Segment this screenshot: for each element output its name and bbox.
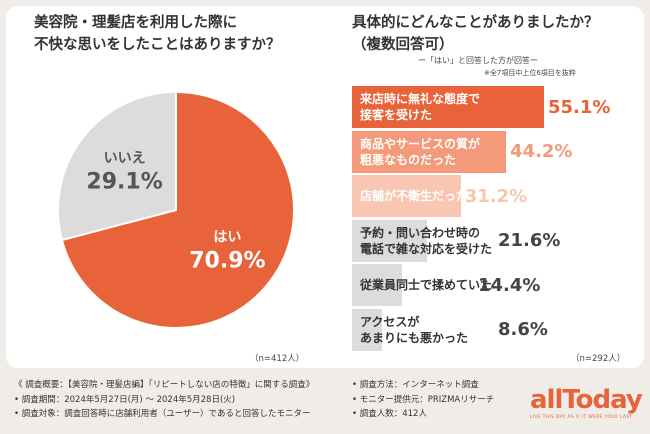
pie-sample-size: （n=412人） bbox=[250, 354, 305, 364]
survey-title: 《 調査概要：【美容院・理髪店編】「リピートしない店の特徴」に関する調査》 bbox=[14, 380, 315, 390]
pie-question-title: 美容院・理髪店を利用した際に 不快な思いをしたことはありますか？ bbox=[34, 12, 334, 56]
pie-slice-yes bbox=[60, 90, 295, 329]
bar-category-label: 予約・問い合わせ時の 電話で雑な対応を受けた bbox=[360, 225, 493, 256]
bar-row: 予約・問い合わせ時の 電話で雑な対応を受けた 21.6% bbox=[352, 219, 632, 262]
survey-method-info: • 調査方法：インターネット調査 • モニター提供元：PRIZMAリサーチ • … bbox=[352, 378, 494, 422]
pie-value-label: 29.1% bbox=[86, 169, 162, 194]
bar-row: アクセスが あまりにも悪かった 8.6% bbox=[352, 308, 632, 351]
bar-title-line1: 具体的にどんなことがありましたか？ bbox=[352, 15, 599, 31]
bar-fill bbox=[352, 264, 403, 306]
bar-category-label: アクセスが あまりにも悪かった bbox=[360, 314, 469, 345]
survey-target: • 調査対象：調査回答時に店舗利用者（ユーザー）であると回答したモニター bbox=[14, 409, 311, 419]
bar-value-label: 14.4% bbox=[478, 274, 541, 296]
alltoday-logo: allToday LIVE THIS DAY AS IF IT WERE YOU… bbox=[530, 385, 643, 426]
bar-category-label: 商品やサービスの質が 粗悪なものだった bbox=[360, 136, 481, 167]
excerpt-note: ※全7項目中上位6項目を抜粋 bbox=[484, 69, 576, 77]
bar-row: 従業員同士で揉めていた 14.4% bbox=[352, 264, 632, 306]
bar-title-line2: （複数回答可） bbox=[352, 37, 454, 53]
pie-value-label: 70.9% bbox=[189, 249, 265, 274]
survey-count: • 調査人数：412人 bbox=[352, 409, 427, 419]
bar-question-title: 具体的にどんなことがありましたか？ （複数回答可） bbox=[352, 12, 642, 56]
bar-category-label: 店舗が不衛生だった bbox=[360, 189, 469, 203]
bar-sample-size: （n=292人） bbox=[571, 354, 626, 364]
logo-wordmark: allToday bbox=[530, 385, 643, 415]
survey-method: • 調査方法：インターネット調査 bbox=[352, 380, 479, 390]
bar-fill bbox=[352, 219, 428, 262]
bar-value-label: 55.1% bbox=[548, 96, 611, 118]
bar-value-label: 44.2% bbox=[510, 141, 573, 162]
respondent-note: ー「はい」と回答した方が回答ー bbox=[418, 56, 538, 65]
bar-fill bbox=[352, 308, 382, 351]
survey-overview: 《 調査概要：【美容院・理髪店編】「リピートしない店の特徴」に関する調査》 • … bbox=[14, 378, 344, 422]
pie-title-line1: 美容院・理髪店を利用した際に bbox=[34, 15, 237, 31]
bar-category-label: 従業員同士で揉めていた bbox=[360, 278, 493, 292]
bar-fill bbox=[352, 175, 461, 217]
bar-chart: 来店時に無礼な態度で 接客を受けた 55.1% 商品やサービスの質が 粗悪なものだっ… bbox=[352, 86, 632, 351]
pie-slice-no bbox=[57, 90, 177, 242]
bar-value-label: 21.6% bbox=[498, 230, 561, 251]
bar-value-label: 8.6% bbox=[498, 319, 548, 340]
pie-category-label: いいえ bbox=[104, 150, 146, 166]
logo-tagline: LIVE THIS DAY AS IF IT WERE YOUR LAST bbox=[530, 415, 633, 420]
bar-row: 商品やサービスの質が 粗悪なものだった 44.2% bbox=[352, 130, 632, 173]
survey-provider: • モニター提供元：PRIZMAリサーチ bbox=[352, 394, 495, 405]
survey-period: • 調査期間：2024年5月27日(月) ～ 2024年5月28日(火) bbox=[14, 394, 236, 405]
bar-fill bbox=[352, 130, 507, 173]
bar-fill bbox=[352, 86, 544, 128]
bar-row: 店舗が不衛生だった 31.2% bbox=[352, 175, 632, 217]
bar-value-label: 31.2% bbox=[464, 185, 528, 207]
pie-chart: はい 70.9% いいえ 29.1% bbox=[57, 90, 295, 329]
pie-title-line2: 不快な思いをしたことはありますか？ bbox=[34, 37, 281, 53]
pie-category-label: はい bbox=[213, 230, 241, 246]
bar-category-label: 来店時に無礼な態度で 接客を受けた bbox=[360, 92, 481, 122]
bar-row: 来店時に無礼な態度で 接客を受けた 55.1% bbox=[352, 86, 632, 128]
